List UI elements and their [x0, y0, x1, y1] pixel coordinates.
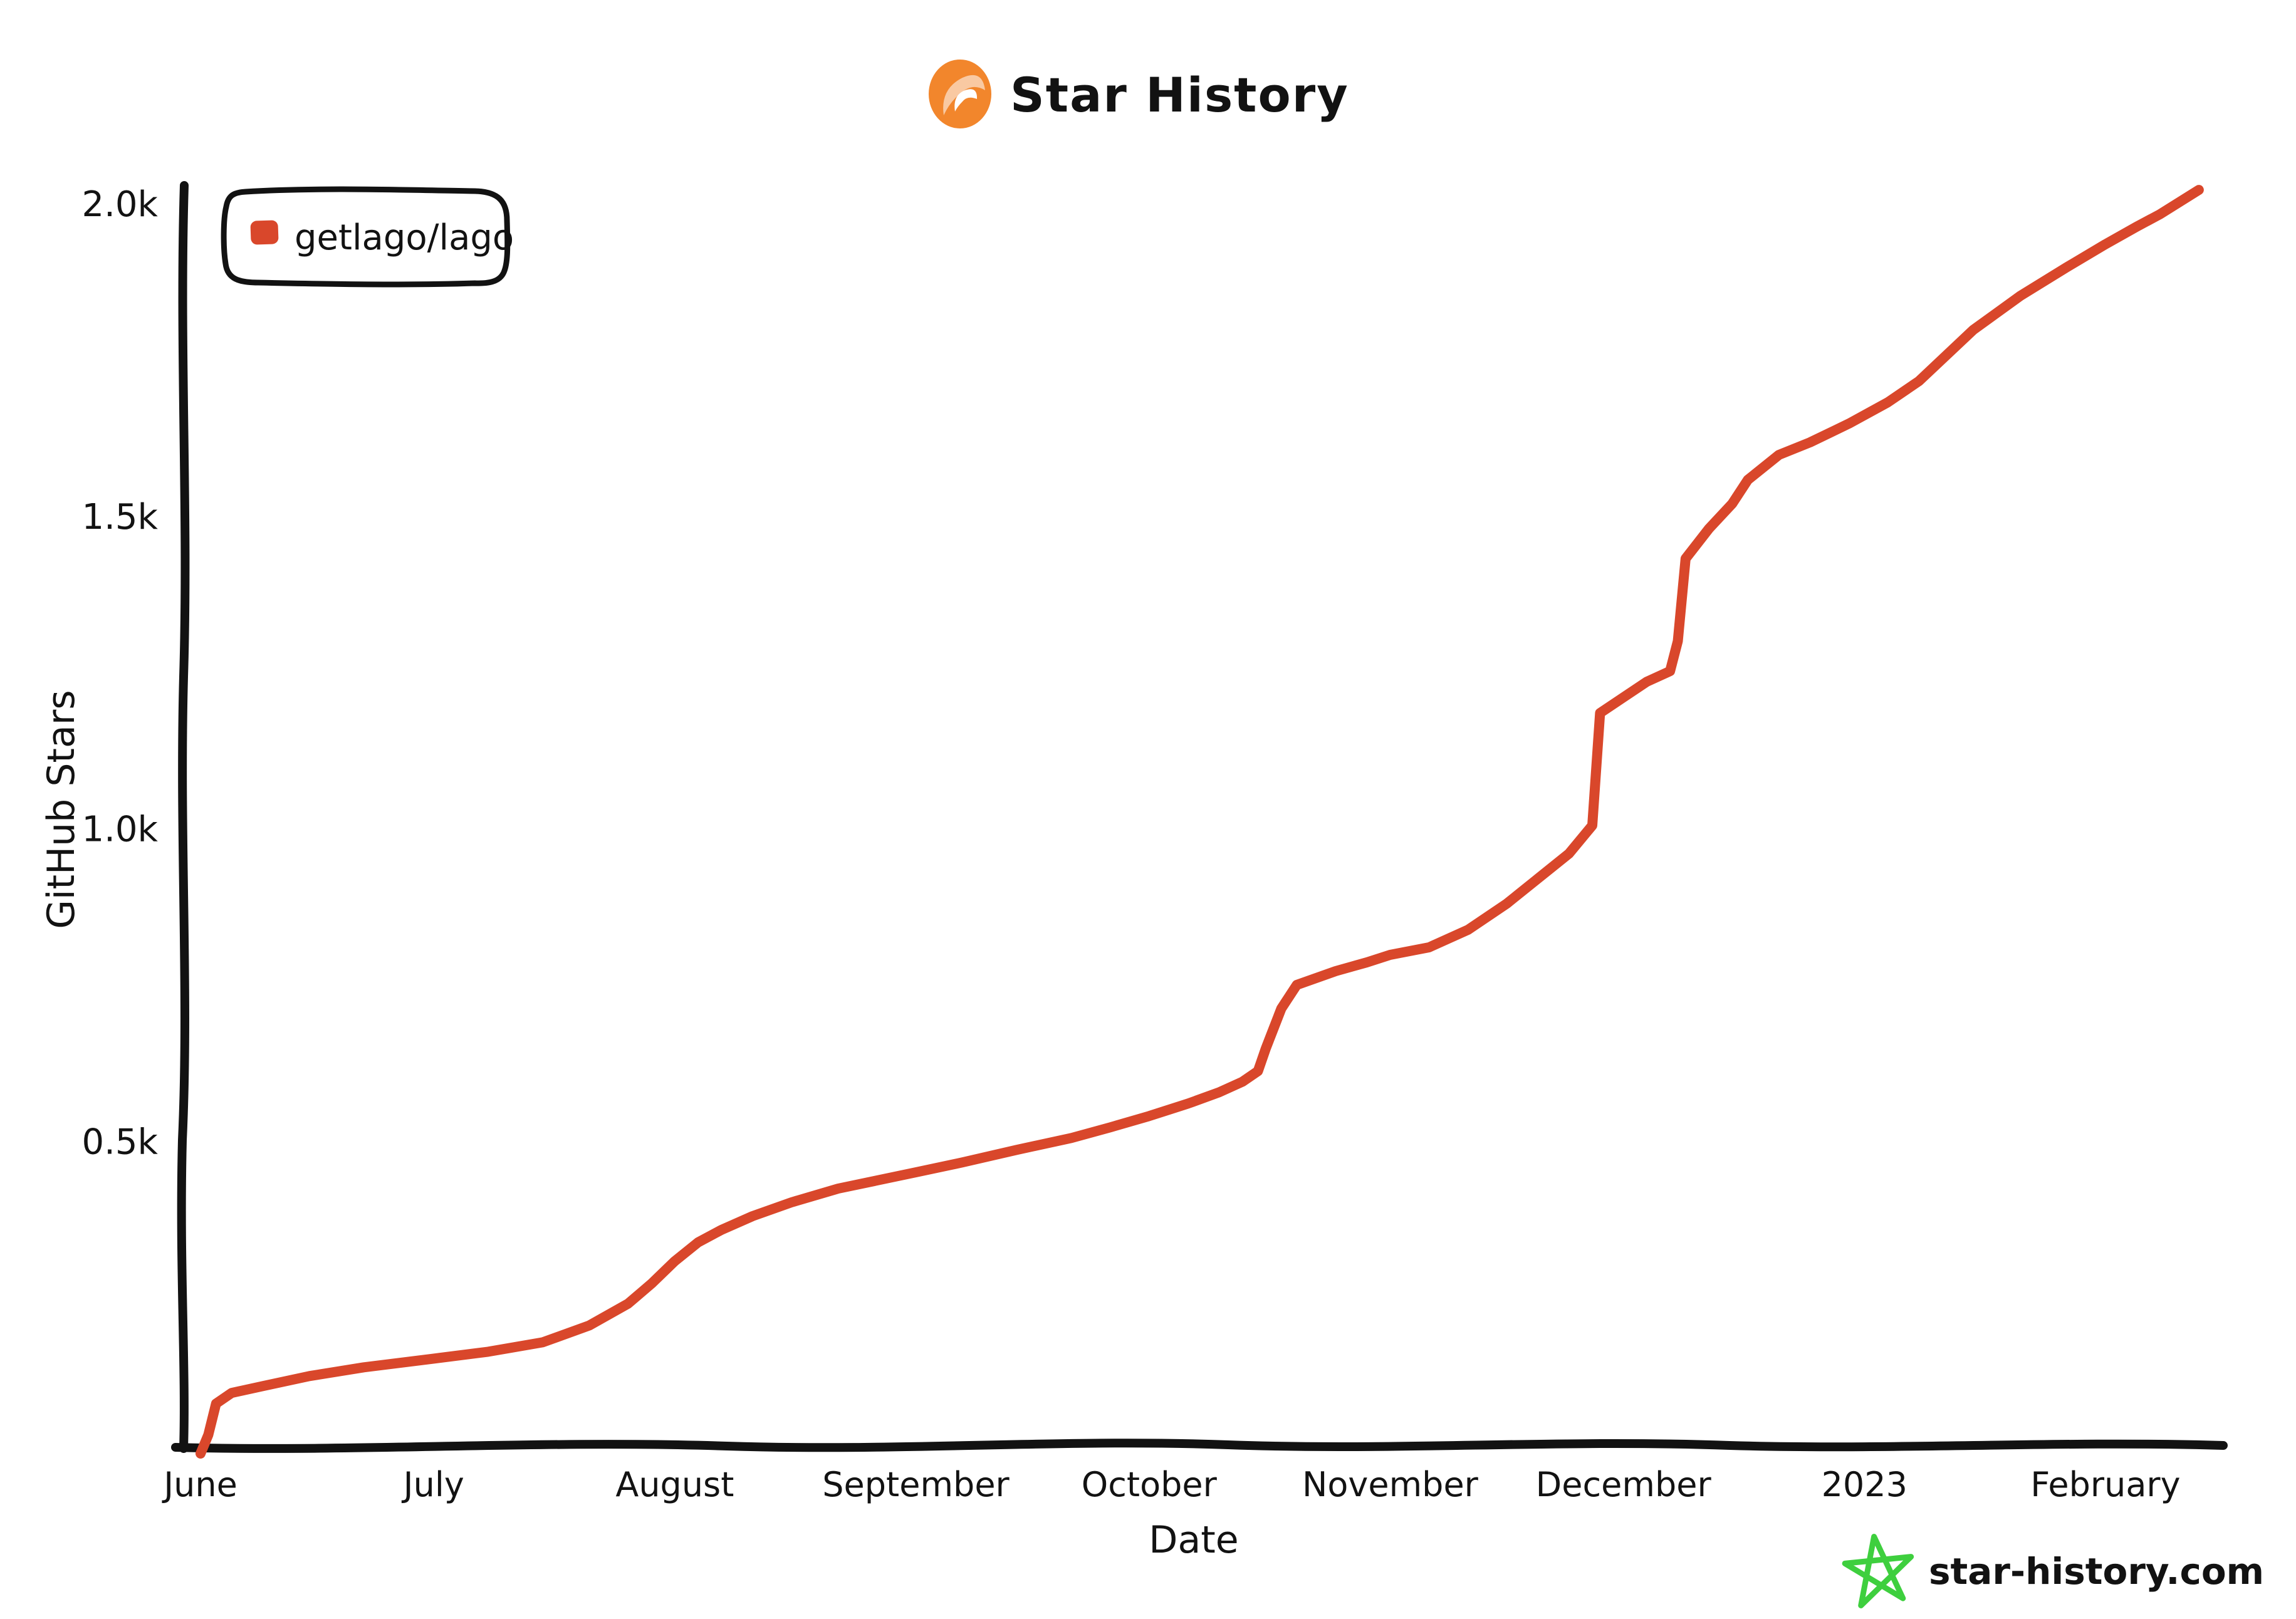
y-tick-label: 1.5k [82, 497, 159, 538]
watermark-label: star-history.com [1929, 1550, 2264, 1593]
x-tick-label: June [162, 1465, 237, 1504]
y-axis-title: GitHub Stars [39, 690, 83, 929]
y-tick-label: 0.5k [82, 1122, 159, 1162]
x-tick-label: September [822, 1465, 1010, 1504]
legend-marker [250, 220, 279, 245]
y-axis-tick-labels: 0.5k 1.0k 1.5k 2.0k [82, 184, 159, 1162]
legend[interactable]: getlago/lago [221, 186, 514, 288]
page-header: Star History [929, 60, 1349, 128]
x-tick-label: October [1082, 1465, 1218, 1504]
x-tick-label: February [2030, 1465, 2180, 1504]
page-title: Star History [1010, 67, 1349, 123]
x-tick-label: December [1536, 1465, 1712, 1504]
series-line-getlago-lago [196, 185, 2204, 1459]
x-tick-label: 2023 [1822, 1465, 1907, 1504]
x-axis-tick-labels: June July August September October November De… [162, 1465, 2180, 1504]
y-tick-label: 1.0k [82, 810, 159, 850]
x-axis-title: Date [1149, 1518, 1238, 1562]
star-history-logo-icon [929, 60, 991, 128]
y-tick-label: 2.0k [82, 184, 159, 225]
legend-box [221, 186, 511, 288]
x-tick-label: November [1302, 1465, 1479, 1504]
legend-label: getlago/lago [295, 217, 514, 258]
x-axis-line [171, 1439, 2228, 1453]
watermark-star-icon [1842, 1534, 1914, 1608]
x-tick-label: August [615, 1465, 734, 1504]
x-tick-label: July [402, 1465, 464, 1504]
watermark[interactable]: star-history.com [1842, 1532, 2264, 1608]
y-axis-line [177, 181, 190, 1453]
